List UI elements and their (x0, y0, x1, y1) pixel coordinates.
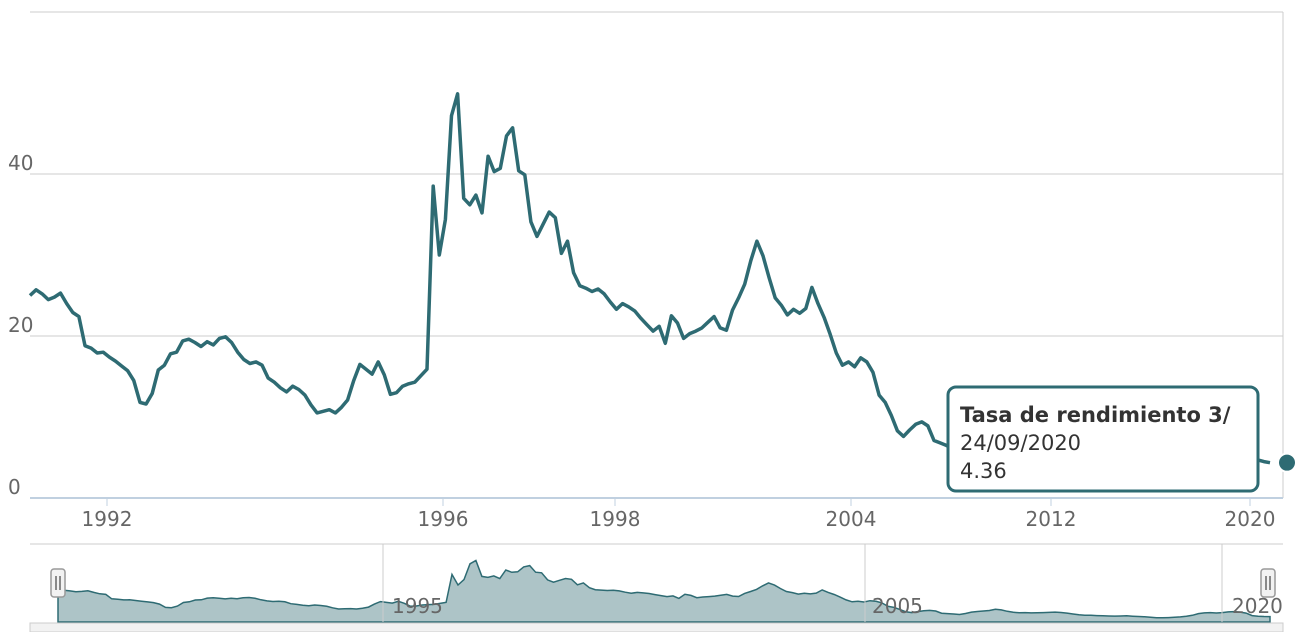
y-axis-ticks: 0 20 40 (8, 151, 33, 499)
x-axis-ticks: 1992 1996 1998 2004 2012 2020 (82, 498, 1276, 531)
x-tick-label: 1992 (82, 507, 133, 531)
navigator-right-handle[interactable] (1260, 568, 1276, 598)
tooltip-date: 24/09/2020 (960, 431, 1081, 455)
y-tick-label: 40 (8, 151, 33, 175)
navigator-left-handle[interactable] (50, 568, 66, 598)
navigator-scrollbar[interactable] (29, 622, 1284, 632)
navigator[interactable]: 1995 2005 2020 (29, 543, 1284, 632)
navigator-label-1995: 1995 (392, 594, 443, 618)
x-tick-label: 2020 (1225, 507, 1276, 531)
x-tick-label: 1996 (418, 507, 469, 531)
hover-point-marker[interactable] (1277, 452, 1297, 473)
navigator-gridlines (382, 544, 1223, 622)
x-tick-label: 2012 (1026, 507, 1077, 531)
tooltip-value: 4.36 (960, 459, 1007, 483)
y-tick-label: 0 (8, 475, 21, 499)
navigator-label-2020: 2020 (1232, 594, 1283, 618)
gridlines (30, 11, 1284, 498)
navigator-area (57, 559, 1271, 623)
x-tick-label: 1998 (590, 507, 641, 531)
x-tick-label: 2004 (826, 507, 877, 531)
navigator-label-2005: 2005 (872, 594, 923, 618)
tooltip-box (946, 385, 1260, 493)
tooltip: Tasa de rendimiento 3/ 24/09/2020 4.36 (946, 385, 1260, 493)
tooltip-series-name: Tasa de rendimiento 3/ (960, 403, 1231, 427)
y-tick-label: 20 (8, 313, 33, 337)
